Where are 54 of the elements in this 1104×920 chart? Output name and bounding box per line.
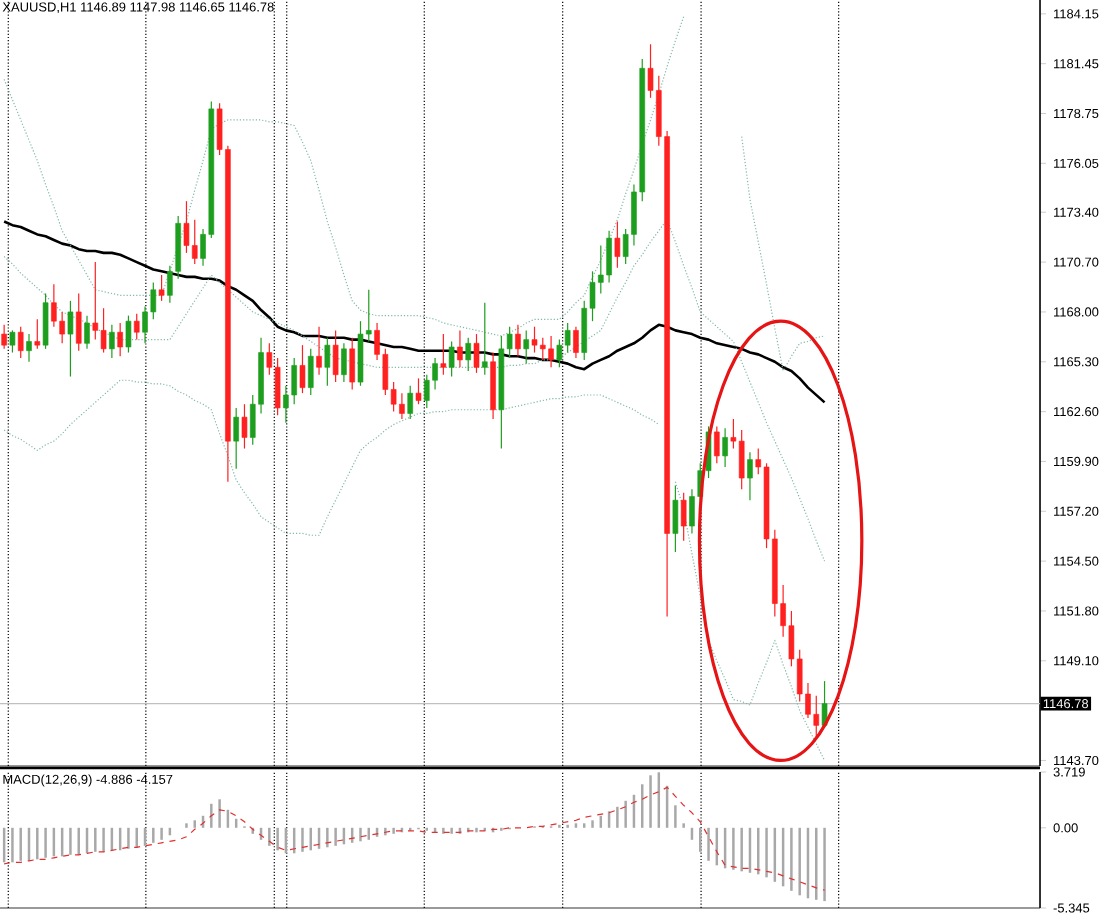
candlestick: [332, 329, 339, 383]
candlestick: [341, 342, 347, 383]
candlestick: [1, 324, 7, 350]
candlestick: [133, 313, 140, 341]
candlestick: [482, 302, 488, 376]
candlestick: [125, 315, 132, 354]
candlestick: [349, 337, 355, 391]
candlestick: [573, 326, 579, 359]
candlestick: [299, 344, 306, 394]
candlestick: [813, 695, 820, 738]
candlestick: [473, 333, 480, 374]
candlestick: [523, 329, 530, 365]
candlestick: [117, 322, 123, 357]
candlestick: [316, 326, 322, 376]
candlestick: [448, 340, 455, 378]
candlestick: [51, 283, 57, 328]
candlestick: [564, 322, 571, 354]
candlestick: [738, 429, 745, 490]
candlestick: [465, 337, 471, 372]
candlestick: [9, 329, 16, 354]
candlestick: [357, 320, 364, 387]
candlestick: [100, 307, 107, 354]
candlestick: [680, 492, 687, 542]
candlestick: [109, 324, 115, 359]
candlestick: [407, 385, 413, 420]
candlestick: [531, 326, 538, 354]
candlestick: [67, 300, 74, 378]
candlestick: [457, 329, 463, 368]
candlestick: [17, 326, 24, 359]
candlestick: [26, 333, 32, 363]
candlestick: [75, 292, 82, 352]
candlestick: [233, 407, 239, 470]
candlestick: [42, 292, 49, 350]
candlestick: [440, 333, 447, 376]
candlestick: [714, 425, 720, 464]
candlestick: [291, 357, 297, 405]
candlestick: [490, 351, 496, 420]
candlestick: [158, 274, 165, 302]
candlestick: [307, 348, 314, 396]
candlestick: [548, 335, 554, 368]
candlestick: [722, 427, 728, 468]
candlestick: [84, 315, 90, 350]
candlestick: [274, 357, 281, 416]
candlestick: [672, 484, 679, 553]
candlestick: [415, 377, 422, 405]
candlestick: [614, 220, 621, 269]
candlestick: [191, 219, 198, 265]
candlestick: [747, 451, 753, 501]
candlestick: [324, 337, 331, 387]
candlestick: [606, 230, 612, 283]
candlestick: [34, 318, 41, 350]
candlestick: [241, 403, 248, 450]
candlestick: [183, 200, 190, 254]
candlestick: [515, 324, 521, 357]
